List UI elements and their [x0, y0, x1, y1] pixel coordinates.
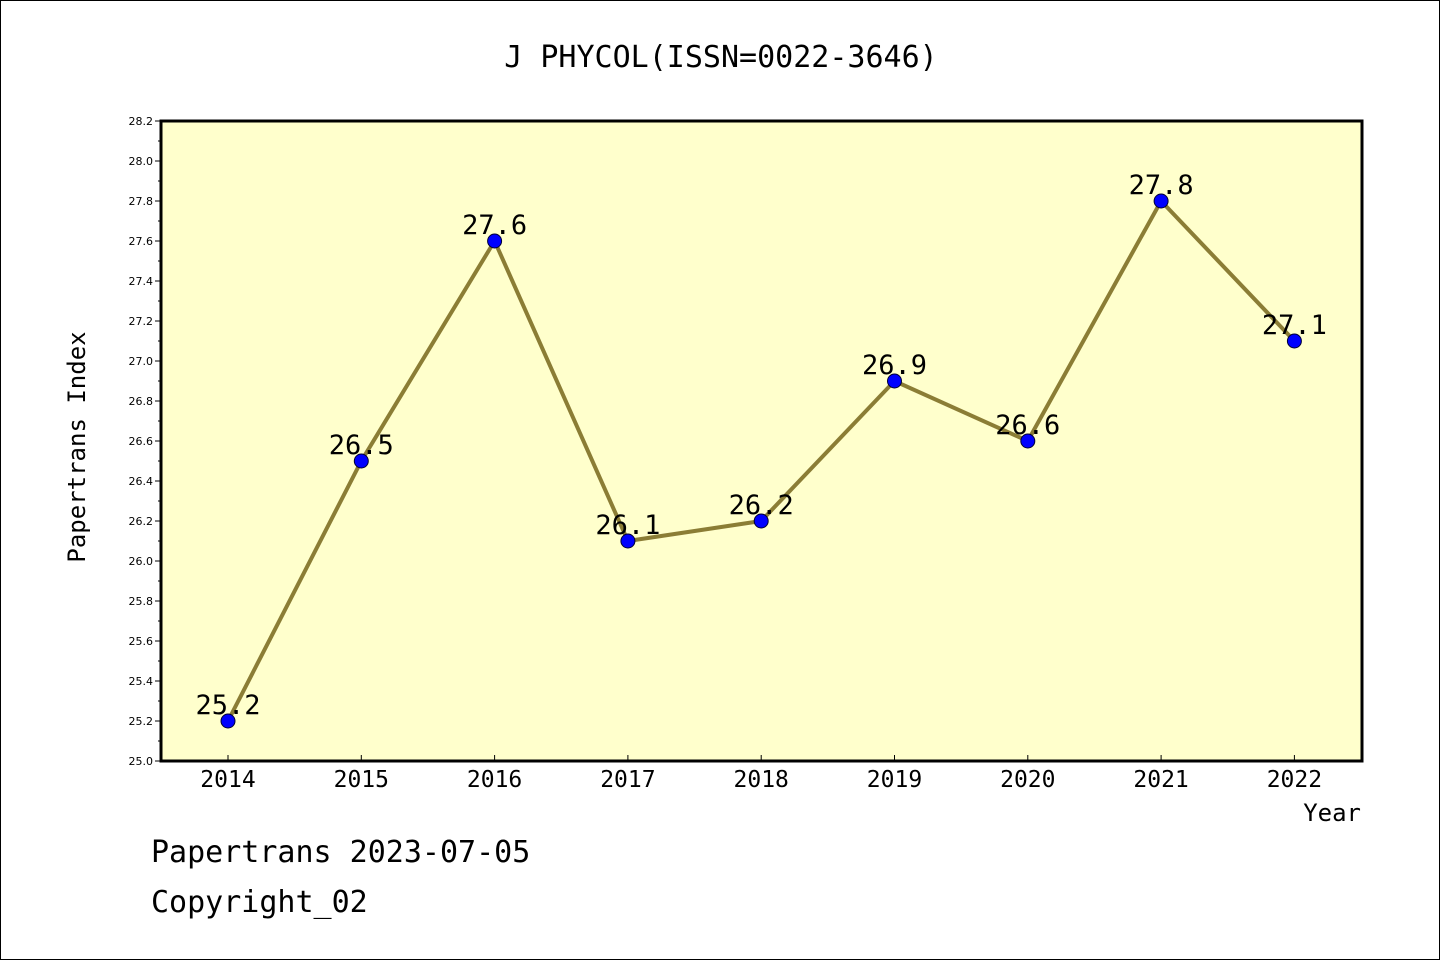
y-tick-label: 26.6	[129, 435, 154, 448]
x-tick-label: 2021	[1133, 767, 1188, 793]
x-axis-label: Year	[1303, 799, 1361, 827]
data-point	[220, 713, 236, 729]
data-point	[1286, 333, 1302, 349]
y-tick-label: 25.4	[129, 675, 154, 688]
data-point	[1153, 193, 1169, 209]
x-tick-label: 2018	[734, 767, 789, 793]
y-tick-label: 27.4	[129, 275, 154, 288]
y-axis: 25.0 25.2 25.4 25.6 25.8 26.0 26.2 26.4 26.6 26.8…	[129, 115, 161, 768]
y-tick-label: 28.0	[129, 155, 154, 168]
y-tick-label: 27.0	[129, 355, 154, 368]
x-tick-label: 2016	[467, 767, 522, 793]
data-label: 27.8	[1129, 170, 1194, 201]
data-point	[487, 233, 503, 249]
y-axis-label: Papertrans Index	[63, 331, 91, 562]
series-group: 25.2 26.5 27.6 26.1 26.2 26.9 26.6 27.8 27.1	[195, 170, 1327, 729]
x-tick-label: 2017	[600, 767, 655, 793]
footer-date-text: Papertrans 2023-07-05	[151, 835, 531, 870]
y-tick-label: 28.2	[129, 115, 154, 128]
x-tick-label: 2022	[1267, 767, 1322, 793]
y-tick-label: 26.2	[129, 515, 154, 528]
data-point	[1020, 433, 1036, 449]
y-tick-label: 25.2	[129, 715, 154, 728]
x-axis: 2014 2015 2016 2017 2018 2019 2020 2021 2022	[200, 755, 1322, 793]
y-tick-label: 26.0	[129, 555, 154, 568]
data-point	[620, 533, 636, 549]
y-tick-label: 27.8	[129, 195, 154, 208]
y-tick-label: 25.8	[129, 595, 154, 608]
y-tick-label: 26.4	[129, 475, 154, 488]
data-point	[353, 453, 369, 469]
data-label: 26.1	[595, 510, 660, 541]
data-point	[887, 373, 902, 389]
x-tick-label: 2020	[1000, 767, 1055, 793]
data-label: 26.5	[329, 430, 394, 461]
y-tick-label: 25.6	[129, 635, 154, 648]
y-tick-label: 27.2	[129, 315, 154, 328]
chart-title: J PHYCOL(ISSN=0022-3646)	[504, 40, 937, 75]
data-label: 26.6	[995, 410, 1060, 441]
x-tick-label: 2014	[200, 767, 255, 793]
data-label: 25.2	[195, 690, 260, 721]
x-tick-label: 2015	[334, 767, 389, 793]
y-tick-label: 27.6	[129, 235, 154, 248]
data-point	[753, 513, 769, 529]
y-tick-label: 25.0	[129, 755, 154, 768]
y-tick-label: 26.8	[129, 395, 154, 408]
data-label: 27.1	[1262, 310, 1327, 341]
data-label: 27.6	[462, 210, 527, 241]
data-label: 26.2	[729, 490, 794, 521]
data-label: 26.9	[862, 350, 927, 381]
plot-area	[159, 119, 1364, 763]
footer-copyright-text: Copyright_02	[151, 885, 368, 920]
x-tick-label: 2019	[867, 767, 922, 793]
